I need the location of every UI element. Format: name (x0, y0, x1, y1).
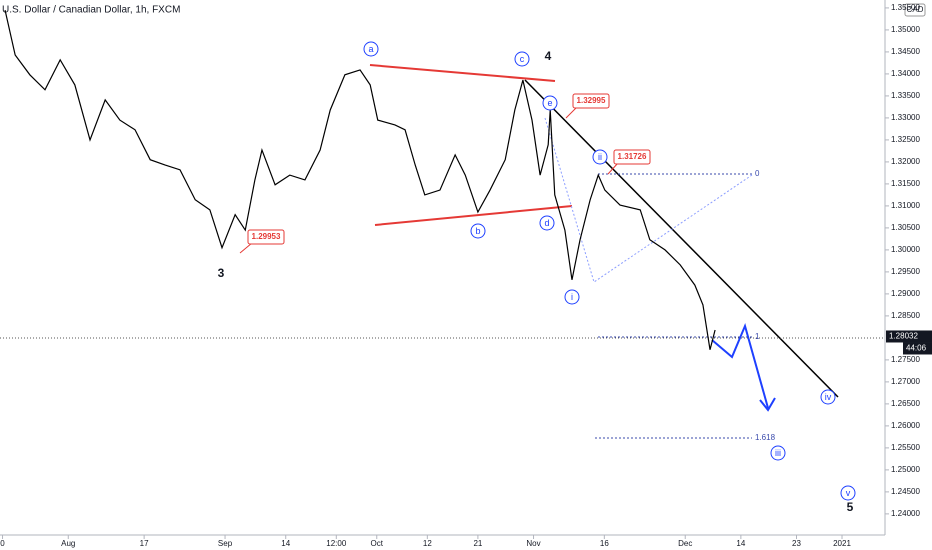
y-tick-label: 1.34500 (891, 47, 920, 56)
wave-label: b (475, 226, 480, 236)
y-tick-label: 1.33500 (891, 91, 920, 100)
y-tick-label: 1.32000 (891, 157, 920, 166)
y-tick-label: 1.31500 (891, 179, 920, 188)
y-tick-label: 1.28500 (891, 311, 920, 320)
wave-label: iv (825, 392, 832, 402)
degree-label: 5 (847, 500, 854, 514)
countdown: 44:06 (906, 344, 927, 353)
wave-circle (592, 149, 608, 165)
y-tick-label: 1.30500 (891, 223, 920, 232)
wave-circle (564, 289, 580, 305)
wave-label: c (520, 54, 525, 64)
wave-circle (470, 223, 486, 239)
currency: CAD (907, 5, 924, 14)
callout-pointer (565, 106, 578, 119)
y-tick-label: 1.26000 (891, 421, 920, 430)
y-tick-label: 1.27000 (891, 377, 920, 386)
y-tick-label: 1.30000 (891, 245, 920, 254)
x-tick-label: Nov (526, 539, 540, 548)
x-tick-label: Dec (678, 539, 692, 548)
countdown-badge (903, 342, 932, 355)
projection (711, 322, 769, 409)
wave-label: e (547, 98, 552, 108)
y-tick-label: 1.32500 (891, 135, 920, 144)
y-tick-label: 1.34000 (891, 69, 920, 78)
degree-label: 3 (218, 266, 225, 280)
wave-label: a (368, 44, 373, 54)
wave-circle (840, 485, 856, 501)
trendline (524, 79, 839, 398)
wave-circle (539, 215, 555, 231)
y-tick-label: 1.33000 (891, 113, 920, 122)
last-price: 1.28032 (889, 332, 918, 341)
y-tick-label: 1.29000 (891, 289, 920, 298)
callout-pointer (607, 162, 619, 175)
callout-box (247, 229, 285, 245)
y-tick-label: 1.31000 (891, 201, 920, 210)
x-tick-label: Oct (371, 539, 384, 548)
wave-circle (363, 41, 379, 57)
callout-text: 1.29953 (252, 232, 281, 241)
y-tick-label: 1.25500 (891, 443, 920, 452)
x-tick-label: 21 (473, 539, 482, 548)
wave-label: d (544, 218, 549, 228)
wave-label: ii (598, 152, 602, 162)
x-tick-label: 23 (792, 539, 801, 548)
y-tick-label: 1.24000 (891, 509, 920, 518)
wave-circle (542, 95, 558, 111)
y-tick-label: 1.35000 (891, 25, 920, 34)
x-tick-label: 12:00 (326, 539, 347, 548)
y-tick-label: 1.25000 (891, 465, 920, 474)
x-tick-label: Sep (218, 539, 233, 548)
last-price-badge (886, 330, 932, 343)
x-tick-label: 2021 (833, 539, 851, 548)
wave-circle (820, 389, 836, 405)
callout-text: 1.31726 (618, 152, 647, 161)
y-tick-label: 1.26500 (891, 399, 920, 408)
price-line (4, 9, 716, 350)
wave-label: i (571, 292, 573, 302)
y-tick-label: 1.35500 (891, 3, 920, 12)
y-tick-label: 1.27500 (891, 355, 920, 364)
callout-text: 1.32995 (577, 96, 606, 105)
wave-circle (770, 445, 786, 461)
overlay: 1.2803244:06abcdeiiiiiiivv3451.299531.32… (218, 41, 932, 514)
x-tick-label: 14 (281, 539, 290, 548)
x-tick-label: 12 (423, 539, 432, 548)
fib-label: 0 (755, 169, 760, 178)
y-tick-label: 1.24500 (891, 487, 920, 496)
fib-triangle (544, 117, 753, 283)
fib-label: 1 (755, 332, 760, 341)
wave-label: v (846, 488, 851, 498)
y-tick-label: 1.29500 (891, 267, 920, 276)
callout-pointer (239, 242, 253, 254)
fib-label: 1.618 (755, 433, 776, 442)
x-tick-label: 0 (0, 539, 5, 548)
x-tick-label: 16 (600, 539, 609, 548)
currency-badge (904, 3, 926, 17)
wave-label: iii (775, 448, 781, 458)
chart-title: U.S. Dollar / Canadian Dollar, 1h, FXCM (2, 5, 180, 16)
degree-label: 4 (545, 49, 552, 63)
trendline (374, 205, 573, 226)
wave-circle (514, 51, 530, 67)
trendline (369, 64, 556, 82)
x-tick-label: 17 (140, 539, 149, 548)
callout-box (613, 149, 651, 165)
x-tick-label: 14 (736, 539, 745, 548)
x-tick-label: Aug (61, 539, 75, 548)
callout-box (572, 93, 610, 109)
projection-arrow (759, 397, 776, 412)
